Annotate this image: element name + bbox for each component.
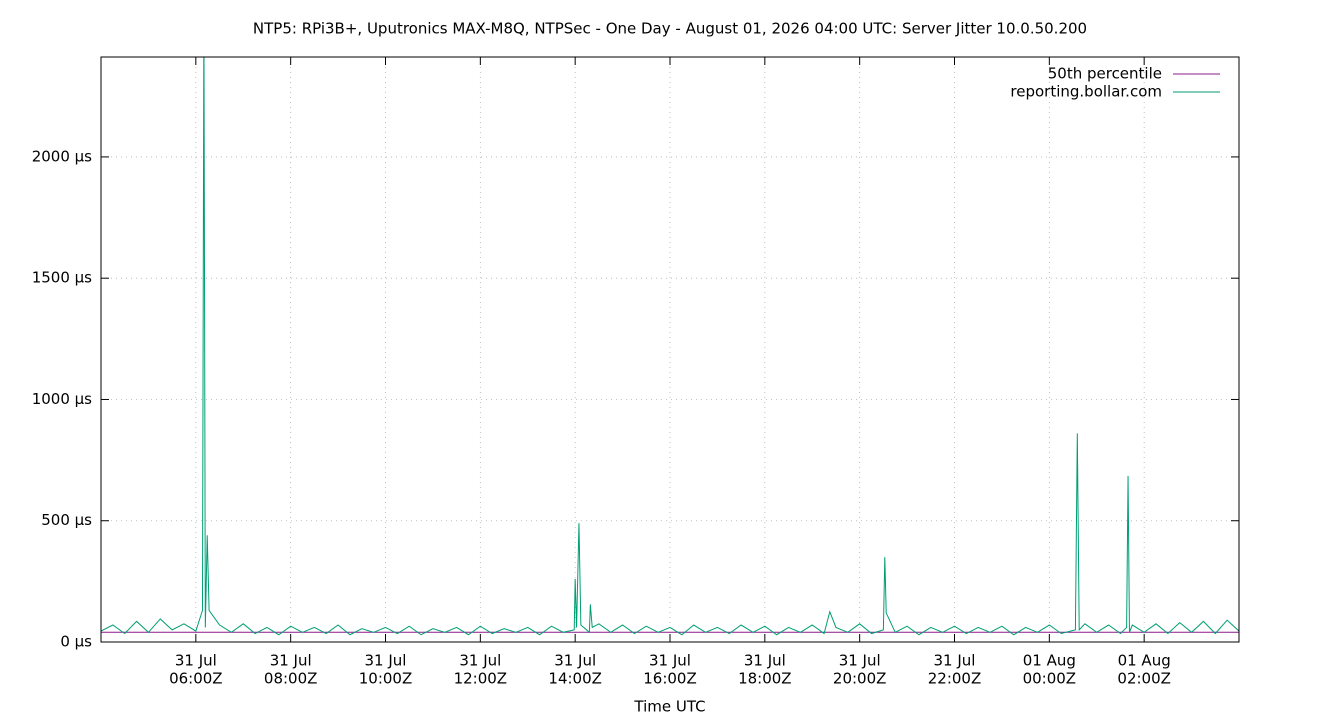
series-line: [101, 57, 1239, 636]
y-tick-label: 1500 µs: [32, 269, 92, 287]
x-tick-label: 10:00Z: [359, 670, 413, 688]
x-tick-label: 31 Jul: [649, 652, 691, 670]
x-tick-label: 06:00Z: [169, 670, 223, 688]
x-tick-label: 31 Jul: [554, 652, 596, 670]
y-tick-label: 2000 µs: [32, 147, 92, 165]
plot-border: [100, 56, 1240, 643]
x-tick-label: 31 Jul: [934, 652, 976, 670]
plot-area: [101, 57, 1239, 636]
legend-label: reporting.bollar.com: [1010, 83, 1162, 101]
chart-title: NTP5: RPi3B+, Uputronics MAX-M8Q, NTPSec…: [253, 20, 1087, 38]
x-axis-label: Time UTC: [633, 698, 705, 716]
legend-label: 50th percentile: [1048, 65, 1162, 83]
y-tick-label: 500 µs: [41, 511, 92, 529]
x-tick-label: 01 Aug: [1023, 652, 1076, 670]
x-tick-label: 31 Jul: [365, 652, 407, 670]
y-tick-label: 0 µs: [60, 633, 92, 651]
x-tick-label: 16:00Z: [643, 670, 697, 688]
x-tick-label: 31 Jul: [175, 652, 217, 670]
x-tick-label: 20:00Z: [833, 670, 887, 688]
x-tick-label: 31 Jul: [459, 652, 501, 670]
x-tick-label: 00:00Z: [1023, 670, 1077, 688]
x-tick-label: 12:00Z: [454, 670, 508, 688]
y-tick-label: 1000 µs: [32, 390, 92, 408]
x-tick-label: 14:00Z: [548, 670, 602, 688]
x-tick-label: 18:00Z: [738, 670, 792, 688]
x-tick-label: 02:00Z: [1117, 670, 1171, 688]
x-tick-label: 22:00Z: [928, 670, 982, 688]
x-tick-label: 31 Jul: [744, 652, 786, 670]
x-tick-label: 08:00Z: [264, 670, 318, 688]
x-tick-label: 31 Jul: [839, 652, 881, 670]
x-tick-label: 31 Jul: [270, 652, 312, 670]
x-tick-label: 01 Aug: [1118, 652, 1171, 670]
